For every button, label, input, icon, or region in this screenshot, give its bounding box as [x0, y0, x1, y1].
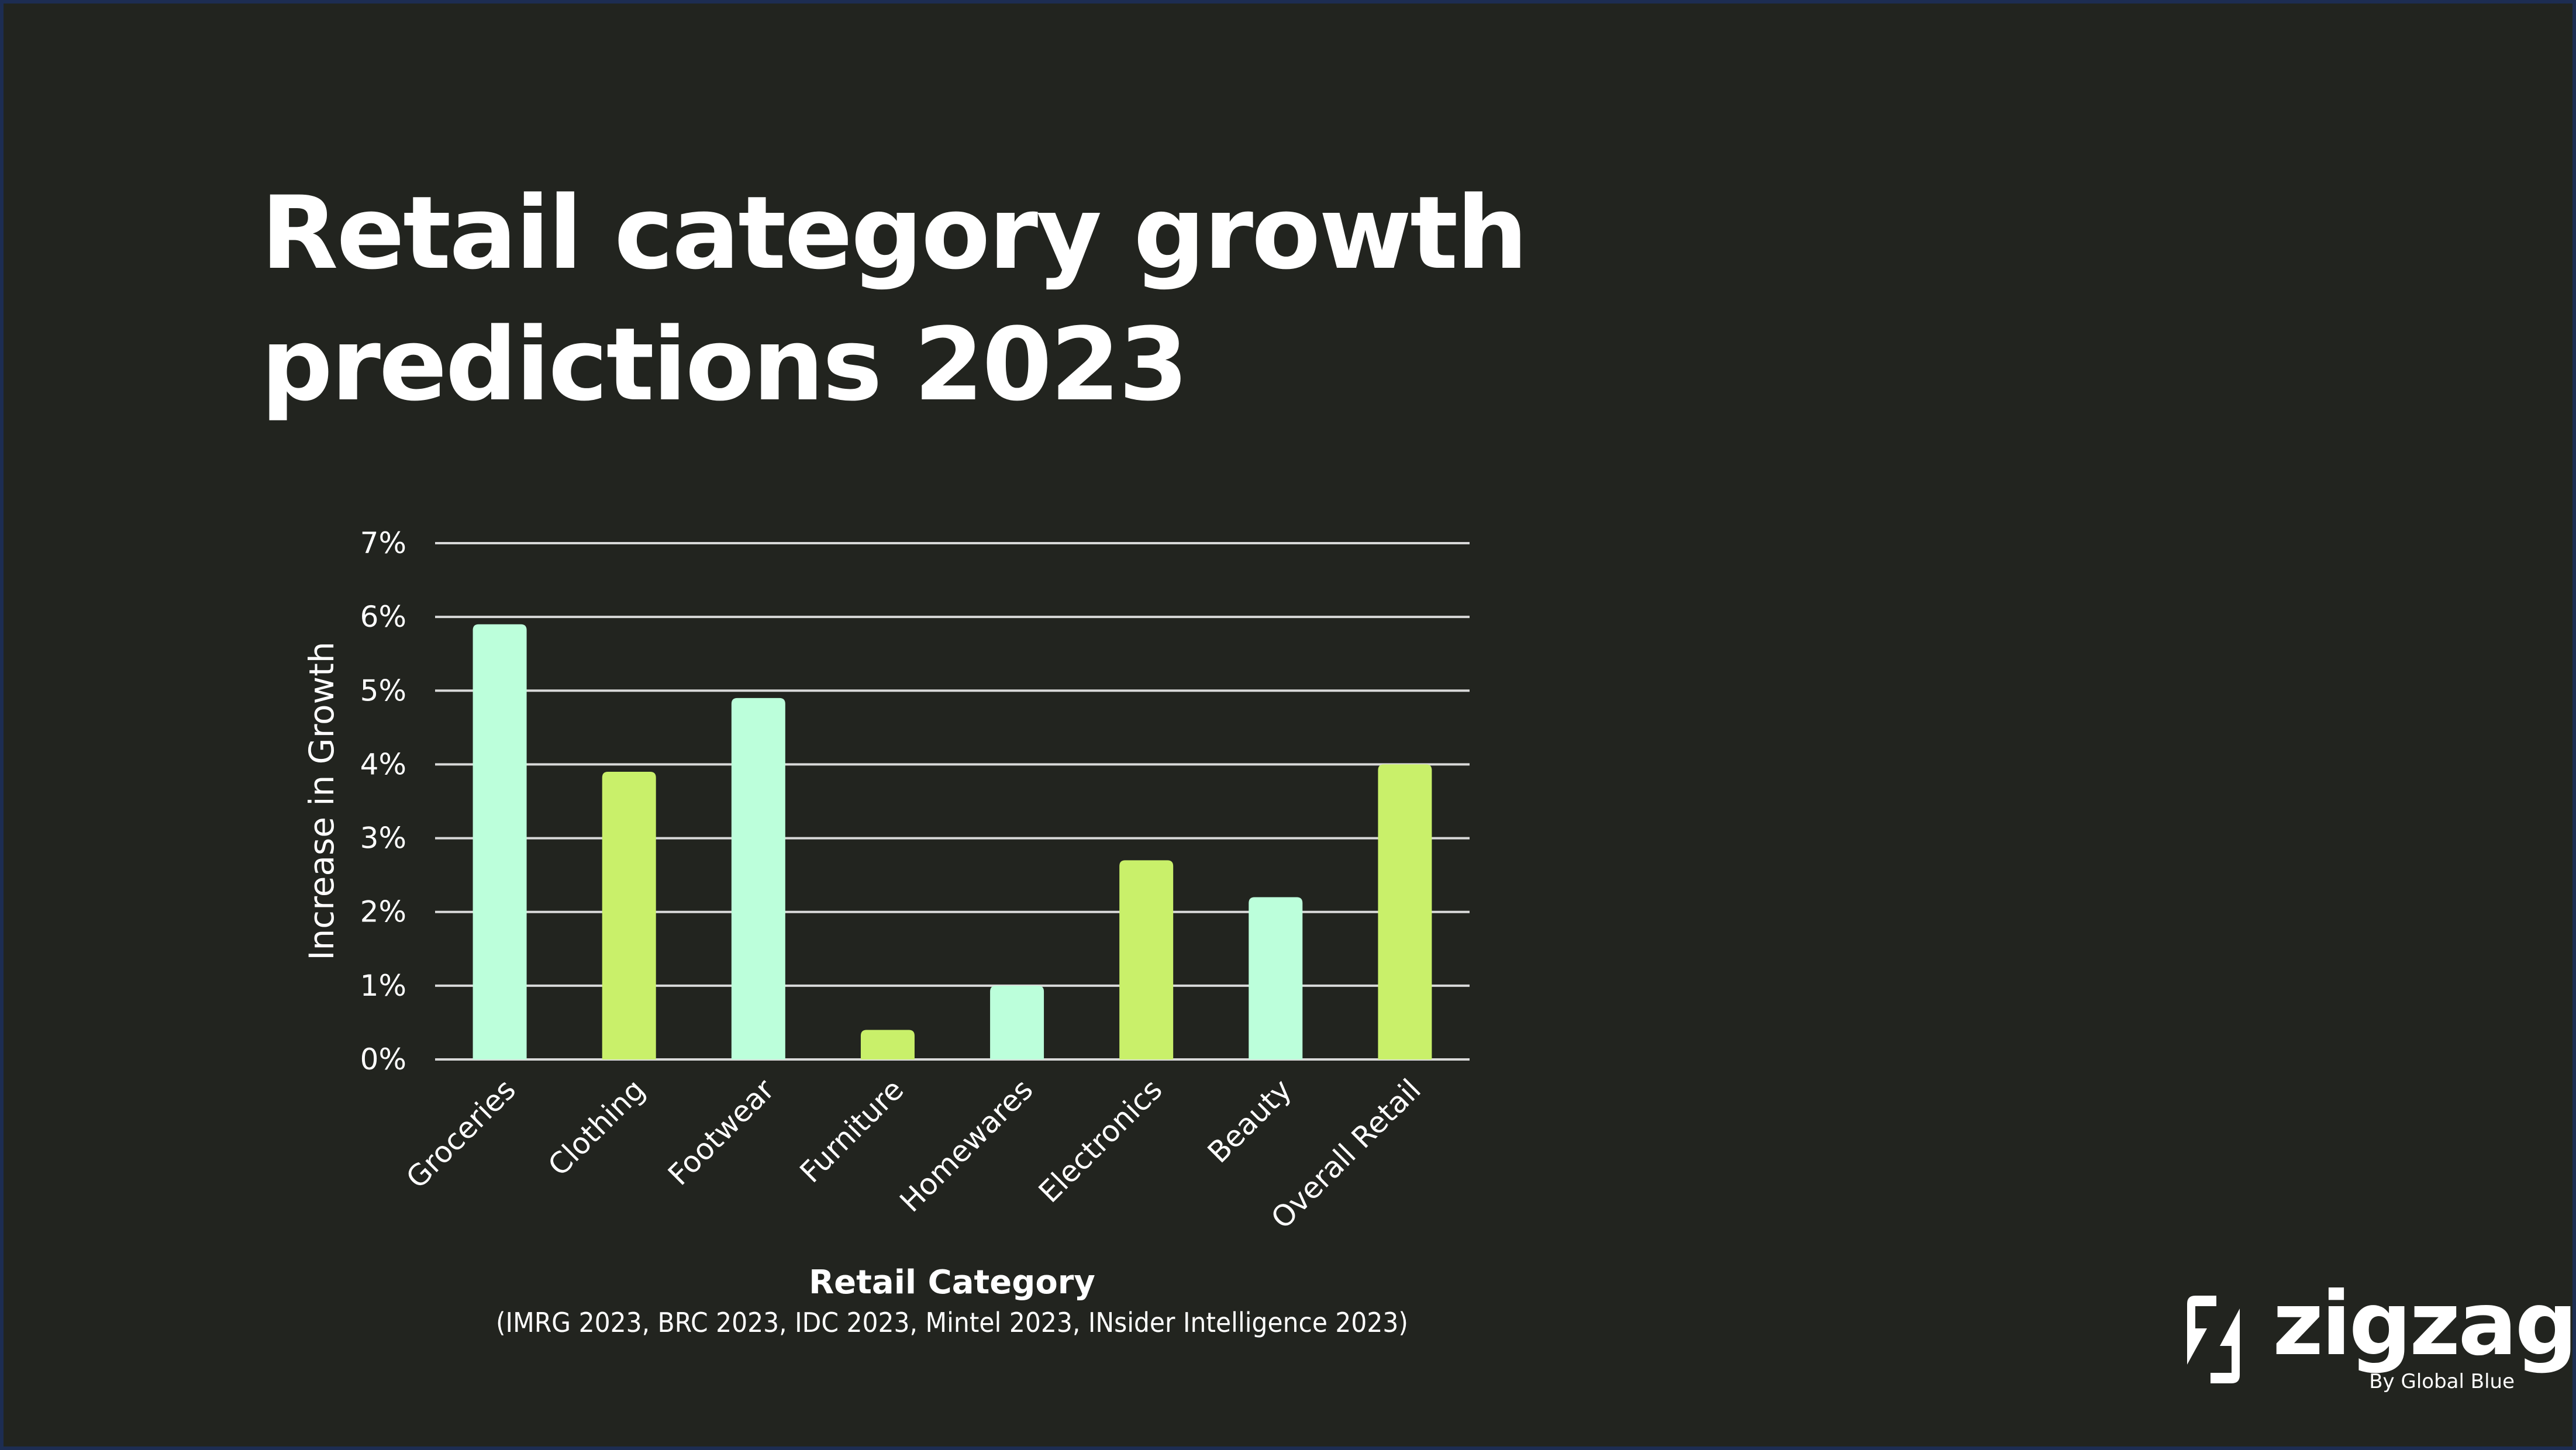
gridlines [435, 542, 1470, 1061]
bar-electronics [1119, 860, 1174, 1059]
bar-beauty [1249, 897, 1303, 1059]
y-tick-label: 4% [360, 747, 406, 781]
x-tick-label: Beauty [1201, 1072, 1298, 1169]
x-tick-label: Groceries [400, 1072, 523, 1195]
zigzag-bolt-icon [2187, 1296, 2240, 1383]
slide: Retail category growth predictions 2023 [4, 4, 2572, 1446]
brand-logo: zigzag By Global Blue [2186, 1280, 2576, 1397]
y-tick-labels: 0% 1% 2% 3% 4% 5% 6% 7% [360, 526, 406, 1076]
x-axis-title: Retail Category [809, 1263, 1095, 1301]
title-line-1: Retail category growth [261, 174, 1528, 292]
brand-tagline: By Global Blue [2369, 1370, 2515, 1393]
x-tick-label: Homewares [894, 1072, 1040, 1218]
x-axis-sources: (IMRG 2023, BRC 2023, IDC 2023, Mintel 2… [496, 1307, 1408, 1338]
x-tick-label: Clothing [542, 1072, 651, 1182]
y-tick-label: 5% [360, 674, 406, 707]
y-tick-label: 1% [360, 969, 406, 1003]
y-tick-label: 7% [360, 526, 406, 560]
bar-furniture [860, 1030, 915, 1059]
bar-overall-retail [1378, 764, 1432, 1059]
y-tick-label: 3% [360, 821, 406, 855]
x-tick-label: Footwear [661, 1072, 781, 1192]
bars [473, 624, 1432, 1059]
y-axis-title: Increase in Growth [302, 641, 342, 960]
x-tick-labels: Groceries Clothing Footwear FurnitureHomewa… [400, 1072, 1427, 1235]
y-tick-label: 0% [360, 1042, 406, 1076]
x-tick-label: Electronics [1032, 1072, 1169, 1209]
slide-title: Retail category growth predictions 2023 [261, 167, 1528, 430]
y-tick-label: 2% [360, 895, 406, 929]
y-tick-label: 6% [360, 600, 406, 634]
bar-footwear [731, 698, 785, 1059]
brand-name: zigzag [2272, 1273, 2576, 1375]
bar-clothing [602, 772, 656, 1059]
bar-groceries [473, 624, 527, 1059]
bar-homewares [990, 985, 1044, 1059]
x-tick-label: Furniture [794, 1072, 911, 1189]
title-line-2: predictions 2023 [261, 306, 1188, 423]
